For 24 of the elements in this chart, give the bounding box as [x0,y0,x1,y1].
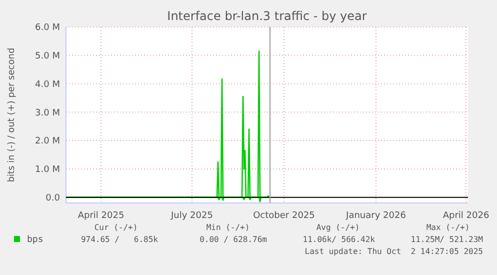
x-tick-label: January 2026 [345,211,406,221]
x-tick-label: April 2026 [442,211,490,221]
legend-label: bps [27,235,44,245]
y-tick-label: 2.0 M [35,136,60,147]
y-tick-label: 5.0 M [35,52,60,62]
text: Min (-/+) [206,223,250,232]
y-tick-label: 1.0 M [35,165,60,176]
text: Avg (-/+) [316,223,360,232]
x-tick-label: July 2025 [170,211,213,221]
y-tick-label: 4.0 M [35,80,60,90]
y-axis-title: bits in (-) / out (+) per second [7,48,17,182]
text: 11.25M/ 521.23M [410,235,484,244]
text: 11.06k/ 566.42k [302,235,376,244]
text: Last update: Thu Oct 2 14:27:05 2025 [304,247,484,256]
x-tick-label: October 2025 [253,211,315,221]
text: 974.65 / 6.85k [80,235,158,244]
x-tick-label: April 2025 [78,211,124,221]
chart-title: Interface br-lan.3 traffic - by year [167,9,367,23]
text: Max (-/+) [426,223,470,232]
y-tick-label: 0.0 [46,193,60,204]
text: Cur (-/+) [94,223,138,232]
y-tick-label: 3.0 M [35,108,60,118]
text: 0.00 / 628.76m [200,235,268,244]
y-tick-label: 6.0 M [35,23,60,34]
